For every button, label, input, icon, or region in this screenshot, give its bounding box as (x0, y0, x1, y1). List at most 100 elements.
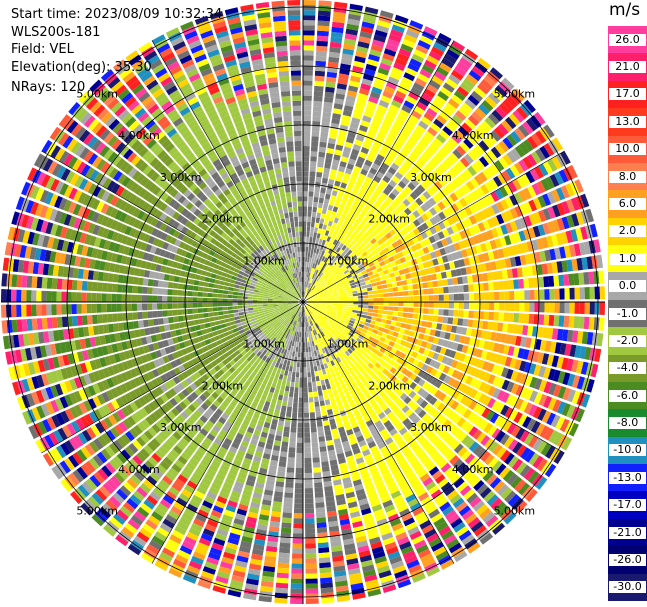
radar-gate (322, 268, 327, 274)
radar-gate (482, 252, 490, 262)
radar-gate (398, 132, 409, 141)
radar-gate (520, 336, 527, 347)
radar-gate (380, 95, 392, 104)
radar-gate (373, 338, 380, 345)
radar-gate (346, 286, 352, 290)
radar-gate (408, 222, 417, 230)
radar-gate (332, 271, 338, 277)
radar-gate (393, 140, 403, 150)
radar-gate (375, 334, 382, 341)
radar-gate (331, 118, 340, 125)
radar-gate (304, 457, 312, 464)
radar-gate (336, 139, 345, 146)
radar-gate (442, 279, 448, 286)
radar-gate (311, 371, 315, 377)
radar-gate (349, 175, 358, 182)
radar-gate (353, 235, 360, 242)
radar-gate (535, 148, 546, 162)
radar-gate (315, 310, 320, 314)
radar-gate (486, 150, 498, 162)
radar-gate (499, 291, 505, 301)
radar-gate (370, 44, 383, 53)
radar-gate (343, 320, 349, 325)
radar-gate (546, 354, 555, 367)
radar-gate (346, 274, 353, 279)
radar-gate (445, 270, 452, 278)
radar-gate (306, 294, 311, 299)
radar-gate (325, 383, 331, 390)
radar-gate (378, 372, 386, 380)
radar-gate (317, 15, 331, 22)
radar-gate (510, 370, 519, 382)
radar-gate (358, 151, 368, 159)
radar-gate (411, 319, 418, 325)
radar-gate (330, 322, 336, 327)
radar-gate (307, 211, 312, 217)
radar-gate (460, 373, 469, 383)
radar-gate (415, 256, 423, 264)
radar-gate (544, 463, 557, 478)
radar-gate (470, 265, 477, 274)
radar-gate (304, 407, 309, 413)
radar-gate (388, 306, 394, 311)
radar-gate (505, 116, 517, 129)
radar-gate (578, 272, 585, 285)
radar-gate (303, 291, 305, 297)
radar-gate (403, 302, 409, 307)
radar-gate (313, 303, 318, 305)
radar-gate (599, 302, 605, 315)
radar-gate (322, 389, 328, 396)
radar-gate (402, 198, 411, 207)
radar-gate (303, 211, 307, 217)
radar-gate (347, 18, 360, 26)
radar-gate (321, 116, 331, 123)
radar-gate (461, 102, 473, 114)
radar-gate (578, 242, 586, 256)
radar-gate (383, 258, 390, 265)
radar-gate (291, 356, 295, 362)
radar-gate (308, 346, 311, 352)
radar-gate (393, 378, 401, 386)
radar-gate (526, 154, 538, 167)
radar-gate (315, 290, 320, 294)
radar-gate (548, 275, 555, 287)
radar-gate (320, 290, 326, 294)
radar-gate (318, 390, 323, 397)
radar-gate (319, 272, 324, 278)
radar-gate (335, 144, 344, 151)
radar-gate (374, 77, 386, 86)
radar-gate (331, 270, 337, 275)
radar-gate (542, 161, 553, 174)
radar-gate (447, 137, 459, 148)
radar-gate (304, 503, 314, 509)
radar-gate (453, 351, 461, 361)
radar-gate (398, 180, 407, 189)
radar-gate (320, 456, 329, 462)
radar-gate (368, 196, 376, 204)
radar-gate (312, 305, 318, 308)
radar-gate (533, 211, 542, 224)
radar-gate (303, 191, 308, 197)
radar-gate (441, 198, 450, 208)
radar-gate (339, 283, 346, 288)
radar-gate (303, 95, 312, 101)
radar-gate (557, 386, 567, 399)
radar-gate (361, 328, 368, 334)
radar-gate (495, 260, 502, 270)
radar-gate (568, 273, 575, 286)
radar-gate (504, 235, 512, 246)
radar-gate (280, 369, 285, 375)
radar-gate (370, 255, 377, 262)
radar-gate (345, 28, 358, 36)
radar-gate (509, 164, 520, 177)
radar-gate (356, 224, 363, 232)
radar-gate (320, 379, 326, 386)
radar-gate (427, 350, 435, 359)
radar-gate (343, 253, 349, 259)
radar-gate (437, 177, 447, 187)
radar-gate (451, 69, 464, 81)
radar-gate (434, 166, 444, 177)
radar-gate (486, 165, 496, 177)
radar-gate (397, 193, 406, 202)
radar-gate (451, 342, 459, 351)
